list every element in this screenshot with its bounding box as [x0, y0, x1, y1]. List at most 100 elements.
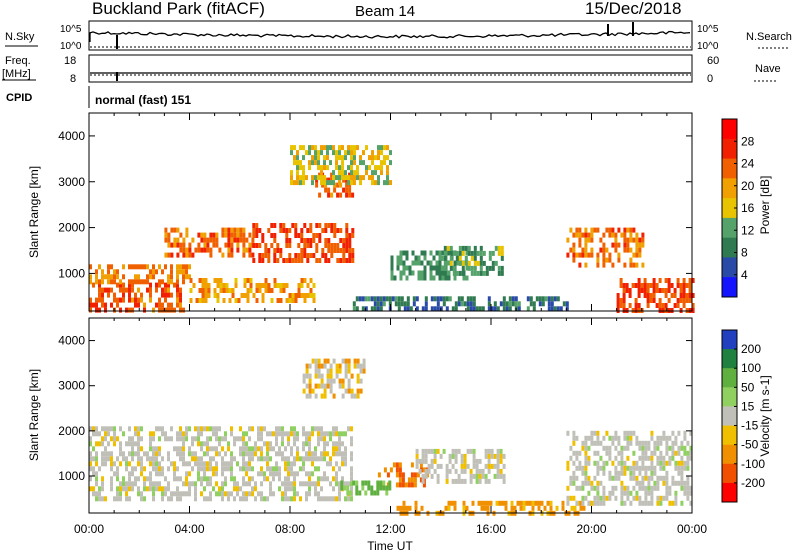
velocity-cell [92, 466, 95, 472]
power-cell [449, 245, 453, 251]
power-cell [312, 293, 316, 298]
velocity-cell [617, 440, 621, 446]
power-cell [396, 260, 400, 266]
velocity-cell [575, 500, 579, 506]
velocity-cell [314, 456, 317, 462]
power-cell [596, 262, 600, 268]
power-cell [623, 247, 627, 253]
velocity-cell [119, 461, 122, 467]
velocity-cell [647, 485, 651, 491]
velocity-cell [302, 446, 305, 452]
velocity-cell [278, 446, 281, 452]
velocity-cell [450, 500, 454, 506]
velocity-cell [167, 496, 170, 502]
velocity-cell [92, 491, 95, 497]
power-cell [629, 247, 633, 253]
velocity-cell [317, 441, 320, 447]
velocity-cell [376, 485, 380, 491]
power-cell [403, 301, 407, 307]
velocity-cell [566, 430, 570, 436]
velocity-cell [635, 495, 639, 501]
velocity-cell [453, 505, 457, 511]
velocity-cell [218, 436, 221, 442]
power-cell [436, 296, 440, 302]
velocity-cell [496, 458, 500, 464]
power-cell [297, 233, 301, 238]
power-cell [234, 283, 238, 288]
power-cell [320, 150, 323, 156]
velocity-cell [386, 472, 390, 478]
velocity-cell [305, 373, 309, 379]
velocity-cell [212, 486, 215, 492]
velocity-cell [602, 460, 606, 466]
velocity-cell [608, 435, 612, 441]
power-cell [92, 302, 95, 308]
power-cell [113, 269, 116, 275]
velocity-cell [323, 476, 326, 482]
velocity-cell [433, 468, 437, 474]
power-x-ticks [88, 113, 693, 311]
power-cell [122, 264, 125, 270]
station-title: Buckland Park (fitACF) [92, 0, 265, 18]
power-cell [249, 278, 253, 283]
velocity-cell [674, 435, 678, 441]
power-cell [164, 237, 168, 243]
velocity-cell [686, 450, 690, 456]
velocity-cell [635, 480, 639, 486]
velocity-cell [401, 472, 405, 478]
power-cell [176, 292, 179, 298]
power-cell [646, 298, 650, 303]
velocity-cell [173, 466, 176, 472]
colorbar-swatch [722, 158, 737, 179]
power-cell [212, 242, 216, 248]
velocity-cell [602, 490, 606, 496]
power-cell [365, 170, 368, 176]
velocity-cell [176, 436, 179, 442]
velocity-cell [674, 440, 678, 446]
colorbar-swatch [722, 237, 737, 258]
power-cell [429, 260, 433, 266]
velocity-cell [686, 480, 690, 486]
velocity-cell [107, 441, 110, 447]
velocity-cell [251, 456, 254, 462]
velocity-cell [395, 482, 399, 488]
velocity-cell [332, 496, 335, 502]
velocity-cell [447, 505, 451, 511]
velocity-cell [284, 446, 287, 452]
velocity-cell [116, 491, 119, 497]
power-cell [608, 227, 612, 233]
velocity-cell [596, 495, 600, 501]
velocity-cell [572, 450, 576, 456]
velocity-cell [188, 446, 191, 452]
colorbar-tick-label: -15 [741, 419, 759, 433]
velocity-cell [329, 383, 333, 389]
power-cell [315, 258, 319, 263]
velocity-cell [341, 476, 344, 482]
velocity-cell [578, 450, 582, 456]
velocity-cell [311, 461, 314, 467]
velocity-cell [656, 440, 660, 446]
power-cell [658, 298, 662, 303]
y-tick-label: 4000 [58, 129, 85, 143]
power-colorbar-swatches [722, 119, 737, 298]
velocity-cell [179, 491, 182, 497]
velocity-cell [218, 451, 221, 457]
velocity-cell [362, 368, 366, 374]
velocity-cell [254, 446, 257, 452]
velocity-cell [590, 480, 594, 486]
velocity-cell [161, 486, 164, 492]
power-cell [529, 296, 533, 302]
power-cell [342, 243, 346, 248]
power-cell [134, 264, 137, 270]
power-cell [500, 255, 504, 261]
velocity-cell [326, 373, 330, 379]
power-cell [463, 301, 467, 307]
power-cell [472, 301, 476, 307]
velocity-cell [614, 455, 618, 461]
velocity-cell [493, 473, 497, 479]
power-cell [538, 301, 542, 307]
power-cell [179, 287, 182, 293]
velocity-cell [176, 476, 179, 482]
power-cell [198, 278, 202, 283]
velocity-cell [224, 436, 227, 442]
